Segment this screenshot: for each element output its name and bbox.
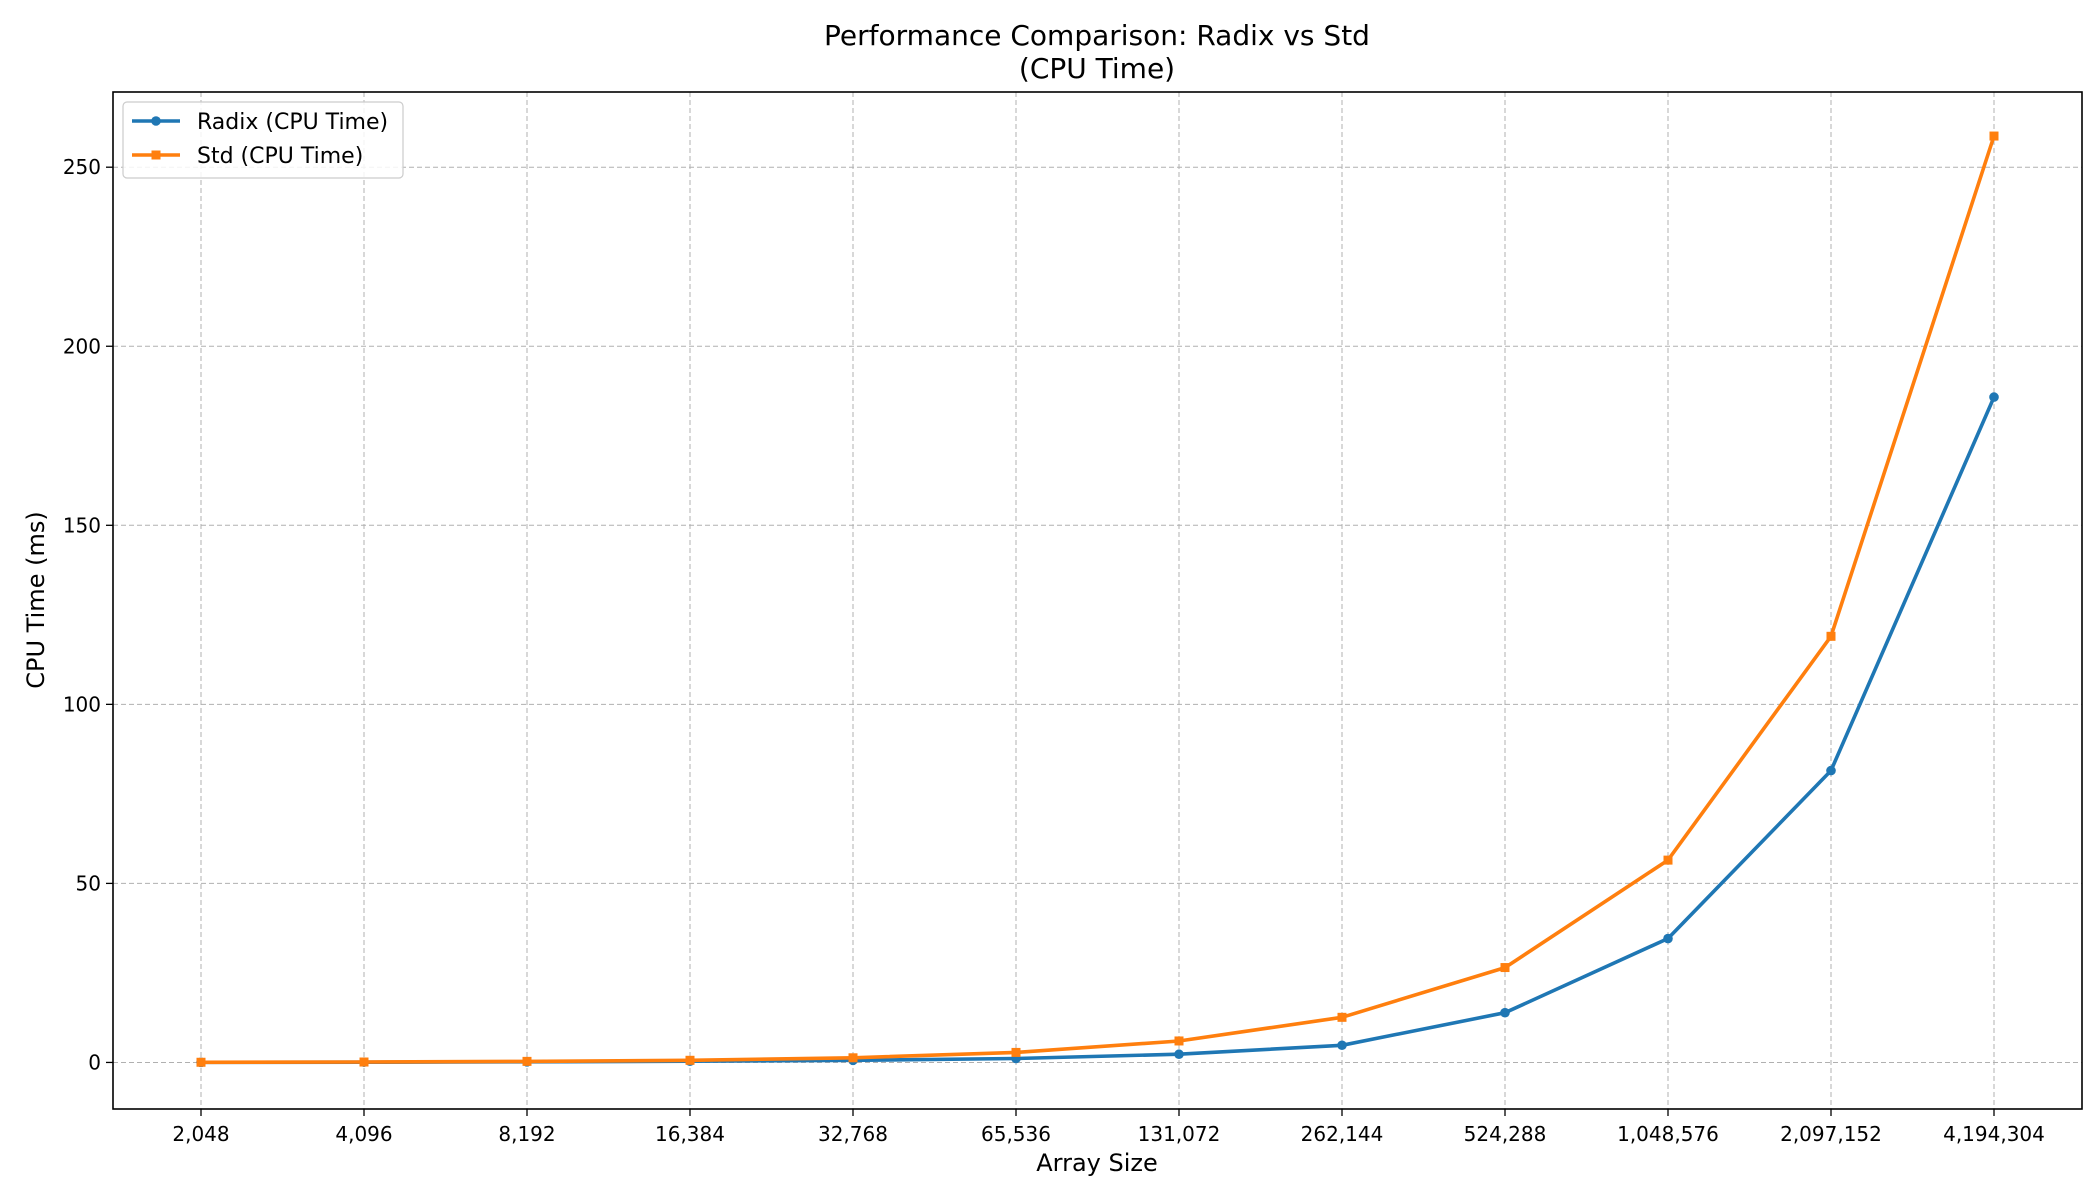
data-point [1500,963,1510,973]
data-point [1826,631,1836,641]
chart-subtitle: (CPU Time) [1019,52,1175,85]
legend: Radix (CPU Time) Std (CPU Time) [122,101,404,179]
data-point [685,1055,695,1065]
data-point [196,1057,206,1067]
data-point [1500,1007,1510,1018]
x-tick-label: 524,288 [1464,1122,1547,1146]
plot-area-frame [112,91,2083,1110]
data-point [1989,392,1999,402]
x-tick-label: 4,096 [335,1122,392,1146]
data-point [1826,765,1836,776]
y-tick-label: 50 [76,871,101,895]
x-axis-label: Array Size [1036,1149,1158,1177]
axes: 2,048 4,096 8,192 16,384 32,768 65,536 131,072… [63,155,2045,1146]
y-tick-label: 200 [63,334,101,358]
series-1 [196,392,1999,1068]
x-tick-label: 1,048,576 [1617,1122,1719,1146]
series-line [199,395,1996,1065]
x-tick-label: 2,048 [172,1122,229,1146]
legend-marker [151,116,161,126]
data-point [359,1057,369,1067]
chart-title: Performance Comparison: Radix vs Std [824,19,1370,52]
data-point [848,1053,858,1063]
y-tick-label: 150 [63,513,101,537]
data-point [1174,1049,1184,1060]
x-tick-label: 16,384 [655,1122,725,1146]
x-tick-label: 8,192 [498,1122,555,1146]
x-tick-label: 2,097,152 [1780,1122,1882,1146]
data-point [1337,1040,1347,1051]
data-point [1174,1036,1184,1046]
y-tick-label: 0 [88,1050,101,1074]
x-tick-label: 131,072 [1138,1122,1221,1146]
y-tick-label: 100 [63,692,101,716]
x-tick-label: 4,194,304 [1943,1122,2045,1146]
grid [113,92,2082,1109]
legend-frame [122,101,404,179]
series-line [199,134,1996,1065]
legend-label: Std (CPU Time) [197,144,363,169]
y-axis-label: CPU Time (ms) [22,511,50,688]
data-point [522,1056,532,1066]
x-tick-label: 65,536 [981,1122,1051,1146]
series-layer [196,131,1999,1068]
legend-label: Radix (CPU Time) [197,110,388,135]
legend-marker [151,150,161,160]
data-point [1011,1047,1021,1057]
x-tick-label: 32,768 [818,1122,888,1146]
data-point [1989,131,1999,141]
y-tick-label: 250 [63,155,101,179]
data-point [1337,1012,1347,1022]
legend-entries: Radix (CPU Time) Std (CPU Time) [132,110,388,169]
data-point [1663,855,1673,865]
data-point [1663,933,1673,944]
series-2 [196,131,1999,1067]
x-tick-label: 262,144 [1301,1122,1384,1146]
